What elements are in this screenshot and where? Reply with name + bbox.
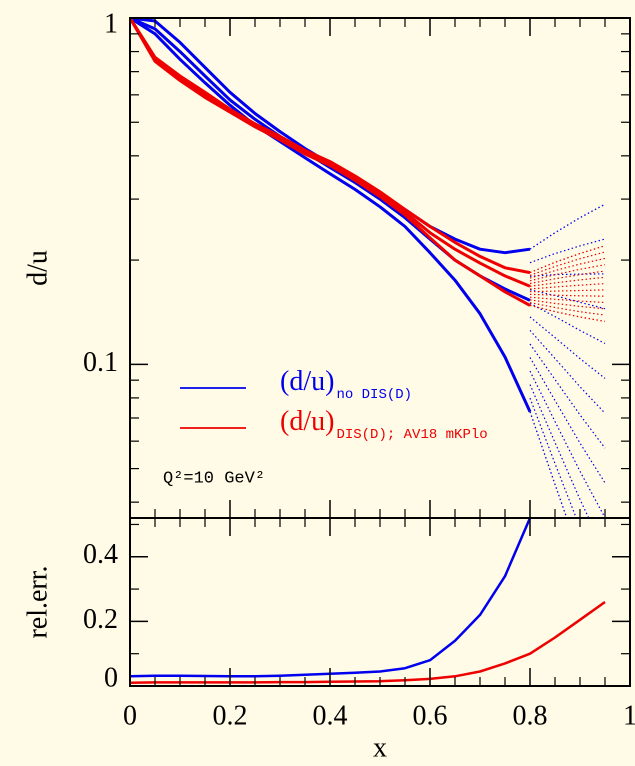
extrapolation-hatch <box>529 264 606 282</box>
x-tick-label: 0 <box>123 700 137 731</box>
extrapolation-hatch <box>529 370 606 518</box>
extrapolation-hatch <box>529 397 577 518</box>
frame <box>129 517 631 687</box>
extrapolation-hatch <box>529 270 606 285</box>
plot-area <box>130 18 606 518</box>
band-upper <box>130 18 531 255</box>
extrapolation-hatch <box>529 238 606 264</box>
x-tick-label: 0.2 <box>213 700 248 731</box>
band-upper-extrapolated <box>529 245 606 274</box>
extrapolation-hatch <box>529 283 606 290</box>
extrapolation-hatch <box>529 343 606 449</box>
extrapolation-hatch <box>529 357 606 484</box>
y-tick-label: 0.1 <box>83 347 118 378</box>
x-tick-label: 0.4 <box>313 700 348 731</box>
band-lower <box>130 18 531 307</box>
extrapolation-hatch <box>529 293 606 297</box>
extrapolation-hatch <box>529 299 606 310</box>
y-axis-label: rel.err. <box>22 565 53 638</box>
legend-label: (d/u) no DIS(D) <box>280 366 412 402</box>
x-tick-label: 0.8 <box>513 700 548 731</box>
extrapolation-hatch <box>529 257 606 279</box>
legend-name: (d/u) <box>280 366 334 397</box>
y-tick-label: 0 <box>104 662 118 693</box>
extrapolation-hatch <box>529 273 606 277</box>
band-lower <box>130 18 532 413</box>
x-tick-label: 1 <box>623 700 635 731</box>
legend-subscript: no DIS(D) <box>336 387 412 403</box>
legend-label: (d/u) DIS(D); AV18 mKPlo <box>280 406 488 442</box>
extrapolation-hatch <box>529 384 590 518</box>
line <box>130 600 606 685</box>
extrapolation-hatch <box>529 316 606 379</box>
y-tick-label: 0.4 <box>83 539 118 570</box>
line <box>130 18 531 288</box>
line <box>130 518 532 678</box>
legend-subscript: DIS(D); AV18 mKPlo <box>336 427 487 443</box>
extrapolation-hatch <box>529 302 606 316</box>
legend-name: (d/u) <box>280 406 334 437</box>
annotation: Q²=10 GeV² <box>163 469 265 488</box>
extrapolation-hatch <box>529 296 606 304</box>
x-tick-label: 0.6 <box>413 700 448 731</box>
band-upper <box>130 18 531 275</box>
band-upper-extrapolated <box>529 203 606 250</box>
y-axis-label: d/u <box>22 250 53 286</box>
extrapolation-hatch <box>529 302 606 345</box>
extrapolation-hatch <box>529 251 606 276</box>
extrapolation-hatch <box>529 289 606 310</box>
plot-area <box>130 518 606 685</box>
extrapolation-hatch <box>529 276 606 287</box>
y-tick-label: 0.2 <box>83 604 118 635</box>
band-lower-extrapolated <box>529 304 606 323</box>
extrapolation-hatch <box>529 330 606 414</box>
y-tick-label: 1 <box>104 8 118 39</box>
extrapolation-hatch <box>529 289 606 293</box>
x-axis-label: x <box>373 732 387 763</box>
